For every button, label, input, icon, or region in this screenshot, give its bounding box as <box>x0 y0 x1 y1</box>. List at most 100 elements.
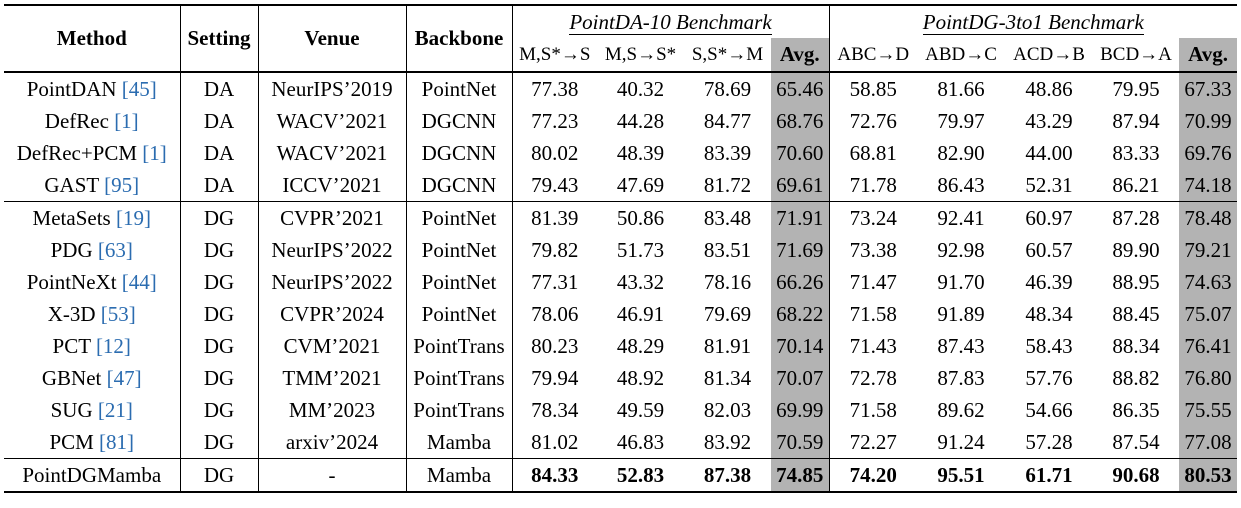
value-cell: 52.31 <box>1005 169 1093 202</box>
value-cell: 81.72 <box>684 169 771 202</box>
value-cell: 49.59 <box>616 397 665 422</box>
value-cell: 83.51 <box>703 237 752 262</box>
method-cell: PointDAN [45] <box>4 72 181 105</box>
avg-value-cell: 65.46 <box>771 72 830 105</box>
setting-cell: DA <box>180 137 259 169</box>
avg-value-cell: 69.61 <box>771 169 830 202</box>
value-cell: 73.38 <box>849 237 897 262</box>
method-name: PCT <box>52 333 91 358</box>
value-cell: 89.90 <box>1112 237 1160 262</box>
setting-cell: DG <box>180 201 259 234</box>
citation-link[interactable]: [95] <box>104 172 140 197</box>
method-cell: PCT [12] <box>4 330 181 362</box>
value-cell: 61.71 <box>1005 458 1093 493</box>
citation-link[interactable]: [1] <box>142 140 167 165</box>
avg-value-cell: 70.99 <box>1179 105 1238 137</box>
avg-value-cell: 69.76 <box>1179 137 1238 169</box>
value-cell: 78.06 <box>531 301 579 326</box>
value-cell: 87.83 <box>937 365 985 390</box>
header-venue: Venue <box>258 4 407 73</box>
subheader-8: BCD→A <box>1093 38 1179 73</box>
backbone-cell: Mamba <box>406 426 513 459</box>
value-cell: 68.81 <box>849 140 897 165</box>
header-method: Method <box>4 4 181 73</box>
setting-cell: DA <box>180 72 259 105</box>
value-cell: 80.02 <box>531 140 579 165</box>
backbone-cell: PointTrans <box>406 330 513 362</box>
value-cell: 79.69 <box>703 301 752 326</box>
value-cell: 44.28 <box>616 108 665 133</box>
citation-link[interactable]: [12] <box>95 333 131 358</box>
method-name: GAST <box>44 172 99 197</box>
subheader-avg-1: Avg. <box>771 38 830 73</box>
avg-value-cell: 75.55 <box>1179 394 1238 426</box>
value-cell: 77.31 <box>531 269 579 294</box>
value-cell: 77.23 <box>531 108 579 133</box>
citation-link[interactable]: [1] <box>114 108 139 133</box>
citation-link[interactable]: [44] <box>121 269 157 294</box>
value-cell: 87.38 <box>684 458 771 493</box>
avg-value-cell: 70.07 <box>771 362 830 394</box>
venue-cell: arxiv’2024 <box>258 426 407 459</box>
avg-value-cell: 74.85 <box>771 458 830 493</box>
value-cell: 83.48 <box>703 205 752 230</box>
citation-link[interactable]: [45] <box>121 76 157 101</box>
value-cell: 57.76 <box>1025 365 1073 390</box>
backbone-cell: DGCNN <box>406 169 513 202</box>
value-cell: 81.66 <box>937 76 985 101</box>
method-name: GBNet <box>41 365 102 390</box>
value-cell: 81.34 <box>703 365 752 390</box>
value-cell: 72.76 <box>849 108 897 133</box>
citation-link[interactable]: [53] <box>100 301 136 326</box>
method-cell: MetaSets [19] <box>4 201 181 234</box>
value-cell: 52.83 <box>597 458 684 493</box>
value-cell: 48.39 <box>616 140 665 165</box>
table-row: PointNeXt [44] DG NeurIPS’2022 PointNet 77.3… <box>4 266 1238 298</box>
value-cell: 79.97 <box>937 108 985 133</box>
method-name: MetaSets <box>32 205 111 230</box>
value-cell: 91.70 <box>937 269 985 294</box>
citation-link[interactable]: [63] <box>97 237 133 262</box>
table-row: DefRec [1] DA WACV’2021 DGCNN 77.23 44.28 84.7… <box>4 105 1238 137</box>
value-cell: 91.89 <box>937 301 985 326</box>
value-cell: 83.92 <box>703 429 752 454</box>
table-row: X-3D [53] DG CVPR’2024 PointNet 78.06 46.91 79… <box>4 298 1238 330</box>
value-cell: 71.58 <box>849 397 897 422</box>
avg-value-cell: 71.69 <box>771 234 830 266</box>
avg-value-cell: 80.53 <box>1179 458 1238 493</box>
venue-cell: CVM’2021 <box>258 330 407 362</box>
avg-value-cell: 68.22 <box>771 298 830 330</box>
citation-link[interactable]: [81] <box>99 429 135 454</box>
setting-cell: DG <box>180 298 259 330</box>
citation-link[interactable]: [47] <box>106 365 142 390</box>
value-cell: 87.54 <box>1112 429 1160 454</box>
backbone-cell: DGCNN <box>406 105 513 137</box>
value-cell: 46.91 <box>616 301 665 326</box>
method-cell: GAST [95] <box>4 169 181 202</box>
setting-cell: DG <box>180 426 259 459</box>
method-cell: DefRec+PCM [1] <box>4 137 181 169</box>
avg-value-cell: 67.33 <box>1179 72 1238 105</box>
method-name: PointNeXt <box>26 269 117 294</box>
table-row: DefRec+PCM [1] DA WACV’2021 DGCNN 80.02 48.39… <box>4 137 1238 169</box>
table-body: PointDAN [45] DA NeurIPS’2019 PointNet 77.38… <box>4 72 1238 493</box>
avg-value-cell: 69.99 <box>771 394 830 426</box>
value-cell: 92.41 <box>937 205 985 230</box>
value-cell: 79.82 <box>531 237 579 262</box>
benchmark-pointda-label: PointDA-10 Benchmark <box>569 9 772 35</box>
value-cell: 71.58 <box>849 301 897 326</box>
value-cell: 78.34 <box>531 397 579 422</box>
value-cell: 43.29 <box>1025 108 1073 133</box>
value-cell: 92.98 <box>937 237 985 262</box>
value-cell: 81.02 <box>531 429 579 454</box>
venue-cell: NeurIPS’2022 <box>258 266 407 298</box>
venue-cell: WACV’2021 <box>258 137 407 169</box>
avg-value-cell: 75.07 <box>1179 298 1238 330</box>
citation-link[interactable]: [21] <box>97 397 133 422</box>
backbone-cell: DGCNN <box>406 137 513 169</box>
value-cell: 84.77 <box>703 108 752 133</box>
header-benchmark-pointda: PointDA-10 Benchmark <box>512 4 830 38</box>
venue-cell: MM’2023 <box>258 394 407 426</box>
citation-link[interactable]: [19] <box>115 205 151 230</box>
venue-cell: WACV’2021 <box>258 105 407 137</box>
